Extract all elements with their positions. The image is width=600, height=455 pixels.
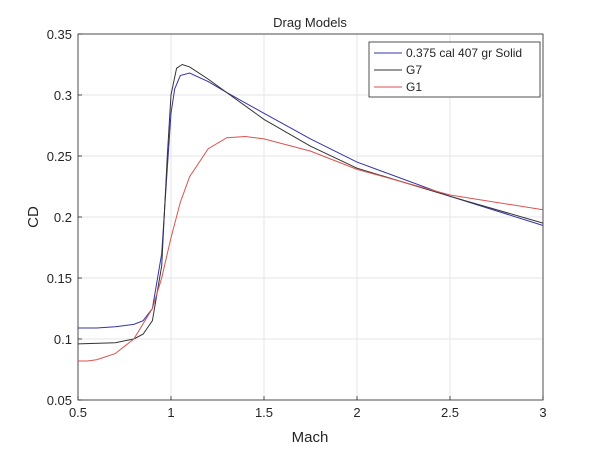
x-tick-label: 1 xyxy=(167,405,174,420)
ticks: 0.5 1 1.5 2 2.5 3 0.05 0.1 0.15 0.2 0.25 0.3 0.35 xyxy=(47,27,547,420)
y-tick-label: 0.05 xyxy=(47,393,72,408)
y-tick-label: 0.15 xyxy=(47,271,72,286)
y-tick-label: 0.25 xyxy=(47,149,72,164)
y-tick-label: 0.35 xyxy=(47,27,72,42)
series-line-0 xyxy=(78,72,544,329)
series-lines xyxy=(77,63,544,362)
y-tick-label: 0.3 xyxy=(54,88,72,103)
series-line-1 xyxy=(77,63,544,345)
x-tick-label: 1.5 xyxy=(255,405,273,420)
y-axis-label: CD xyxy=(25,206,42,228)
x-axis-label: Mach xyxy=(292,429,329,446)
x-tick-label: 2 xyxy=(353,405,360,420)
legend-label: G7 xyxy=(406,63,422,77)
chart-title: Drag Models xyxy=(273,15,347,30)
legend: 0.375 cal 407 gr Solid G7 G1 xyxy=(368,41,541,98)
legend-label: 0.375 cal 407 gr Solid xyxy=(406,46,522,60)
legend-label: G1 xyxy=(406,80,422,94)
series-line-2 xyxy=(78,135,544,362)
x-tick-label: 3 xyxy=(539,405,546,420)
y-tick-label: 0.1 xyxy=(54,332,72,347)
y-tick-label: 0.2 xyxy=(54,210,72,225)
x-tick-label: 0.5 xyxy=(69,405,87,420)
x-tick-label: 2.5 xyxy=(441,405,459,420)
